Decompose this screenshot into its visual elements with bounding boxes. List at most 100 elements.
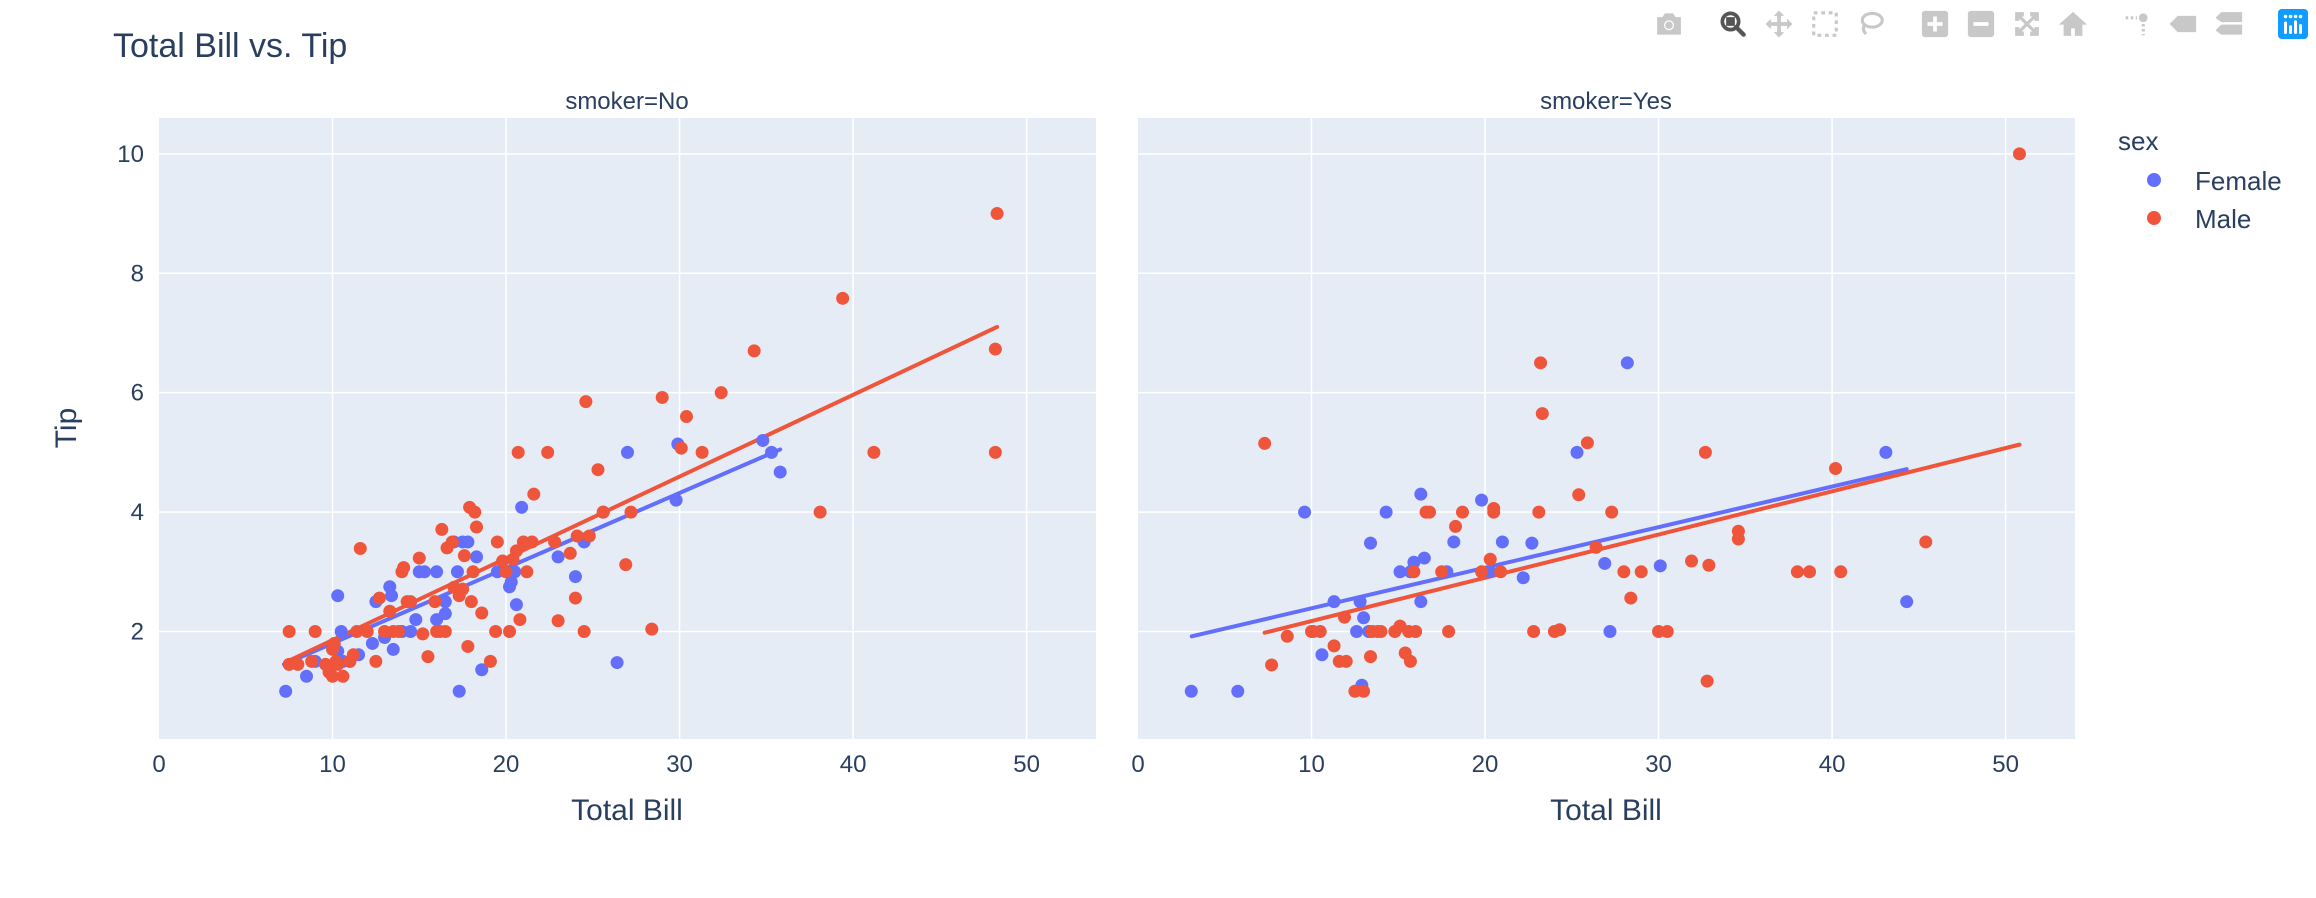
trendline-male-smoker-yes[interactable] bbox=[1262, 442, 2022, 635]
point-female-smoker-no[interactable] bbox=[409, 613, 423, 627]
point-female-smoker-yes[interactable] bbox=[1417, 551, 1431, 565]
point-male-smoker-no[interactable] bbox=[568, 591, 582, 605]
point-male-smoker-yes[interactable] bbox=[1702, 558, 1716, 572]
point-female-smoker-yes[interactable] bbox=[1231, 684, 1245, 698]
point-male-smoker-no[interactable] bbox=[548, 535, 562, 549]
point-male-smoker-no[interactable] bbox=[813, 505, 827, 519]
point-male-smoker-yes[interactable] bbox=[1327, 639, 1341, 653]
point-male-smoker-no[interactable] bbox=[624, 505, 638, 519]
hover-compare-icon[interactable] bbox=[2206, 6, 2252, 42]
point-male-smoker-yes[interactable] bbox=[1624, 591, 1638, 605]
point-female-smoker-yes[interactable] bbox=[1353, 595, 1367, 609]
point-male-smoker-yes[interactable] bbox=[1532, 505, 1546, 519]
point-male-smoker-no[interactable] bbox=[527, 487, 541, 501]
point-male-smoker-yes[interactable] bbox=[1660, 625, 1674, 639]
point-female-smoker-no[interactable] bbox=[386, 642, 400, 656]
point-male-smoker-no[interactable] bbox=[421, 650, 435, 664]
point-male-smoker-no[interactable] bbox=[346, 648, 360, 662]
point-female-smoker-yes[interactable] bbox=[1414, 487, 1428, 501]
point-male-smoker-yes[interactable] bbox=[1337, 610, 1351, 624]
camera-icon[interactable] bbox=[1646, 6, 1692, 42]
point-female-smoker-no[interactable] bbox=[279, 684, 293, 698]
zoom-out-icon[interactable] bbox=[1958, 6, 2004, 42]
point-male-smoker-no[interactable] bbox=[503, 625, 517, 639]
point-female-smoker-no[interactable] bbox=[417, 565, 431, 579]
point-male-smoker-no[interactable] bbox=[282, 625, 296, 639]
legend-item-female[interactable]: Female bbox=[2147, 166, 2282, 196]
point-male-smoker-yes[interactable] bbox=[1834, 565, 1848, 579]
point-male-smoker-no[interactable] bbox=[695, 445, 709, 459]
point-male-smoker-yes[interactable] bbox=[1435, 565, 1449, 579]
point-male-smoker-yes[interactable] bbox=[1534, 356, 1548, 370]
autoscale-icon[interactable] bbox=[2004, 6, 2050, 42]
point-female-smoker-no[interactable] bbox=[331, 589, 345, 603]
point-female-smoker-yes[interactable] bbox=[1184, 684, 1198, 698]
point-male-smoker-no[interactable] bbox=[591, 463, 605, 477]
point-female-smoker-no[interactable] bbox=[765, 445, 779, 459]
point-male-smoker-no[interactable] bbox=[350, 625, 364, 639]
point-male-smoker-yes[interactable] bbox=[1258, 436, 1272, 450]
point-female-smoker-yes[interactable] bbox=[1315, 648, 1329, 662]
point-female-smoker-yes[interactable] bbox=[1407, 555, 1421, 569]
point-female-smoker-no[interactable] bbox=[438, 607, 452, 621]
point-male-smoker-no[interactable] bbox=[490, 535, 504, 549]
point-male-smoker-yes[interactable] bbox=[1634, 565, 1648, 579]
point-male-smoker-yes[interactable] bbox=[1449, 519, 1463, 533]
point-male-smoker-no[interactable] bbox=[428, 595, 442, 609]
point-female-smoker-no[interactable] bbox=[461, 535, 475, 549]
point-male-smoker-no[interactable] bbox=[435, 522, 449, 536]
point-male-smoker-yes[interactable] bbox=[1407, 565, 1421, 579]
point-male-smoker-no[interactable] bbox=[988, 342, 1002, 356]
point-female-smoker-no[interactable] bbox=[452, 684, 466, 698]
zoom-icon[interactable] bbox=[1710, 6, 1756, 42]
point-male-smoker-no[interactable] bbox=[570, 529, 584, 543]
point-male-smoker-no[interactable] bbox=[331, 657, 345, 671]
point-male-smoker-no[interactable] bbox=[456, 582, 470, 596]
point-male-smoker-no[interactable] bbox=[714, 386, 728, 400]
point-male-smoker-yes[interactable] bbox=[1803, 565, 1817, 579]
point-male-smoker-yes[interactable] bbox=[1580, 436, 1594, 450]
point-male-smoker-no[interactable] bbox=[619, 558, 633, 572]
point-female-smoker-yes[interactable] bbox=[1364, 536, 1378, 550]
pan-icon[interactable] bbox=[1756, 6, 1802, 42]
trendline-female-smoker-yes[interactable] bbox=[1189, 467, 1909, 639]
plotly-logo-icon[interactable] bbox=[2270, 6, 2316, 42]
point-female-smoker-no[interactable] bbox=[438, 595, 452, 609]
point-male-smoker-no[interactable] bbox=[353, 542, 367, 556]
point-male-smoker-yes[interactable] bbox=[1423, 505, 1437, 519]
point-female-smoker-no[interactable] bbox=[551, 550, 565, 564]
home-icon[interactable] bbox=[2050, 6, 2096, 42]
point-male-smoker-no[interactable] bbox=[582, 529, 596, 543]
point-female-smoker-yes[interactable] bbox=[1570, 445, 1584, 459]
point-female-smoker-yes[interactable] bbox=[1414, 595, 1428, 609]
point-male-smoker-no[interactable] bbox=[461, 639, 475, 653]
point-male-smoker-no[interactable] bbox=[525, 535, 539, 549]
point-male-smoker-no[interactable] bbox=[308, 625, 322, 639]
point-male-smoker-yes[interactable] bbox=[1527, 625, 1541, 639]
point-male-smoker-yes[interactable] bbox=[1487, 505, 1501, 519]
point-male-smoker-yes[interactable] bbox=[1494, 565, 1508, 579]
point-female-smoker-no[interactable] bbox=[450, 565, 464, 579]
point-male-smoker-no[interactable] bbox=[327, 636, 341, 650]
point-female-smoker-yes[interactable] bbox=[1620, 356, 1634, 370]
point-female-smoker-no[interactable] bbox=[430, 565, 444, 579]
point-male-smoker-no[interactable] bbox=[372, 591, 386, 605]
point-male-smoker-no[interactable] bbox=[579, 395, 593, 409]
point-male-smoker-no[interactable] bbox=[655, 390, 669, 404]
point-male-smoker-no[interactable] bbox=[679, 410, 693, 424]
point-female-smoker-yes[interactable] bbox=[1379, 505, 1393, 519]
point-female-smoker-no[interactable] bbox=[470, 550, 484, 564]
point-female-smoker-yes[interactable] bbox=[1475, 493, 1489, 507]
point-male-smoker-yes[interactable] bbox=[1339, 654, 1353, 668]
box-select-icon[interactable] bbox=[1802, 6, 1848, 42]
point-male-smoker-no[interactable] bbox=[404, 595, 418, 609]
panel-smoker-no[interactable]: 0 10 20 30 40 50 2 4 6 8 10 smoker=No Total Bill bbox=[117, 88, 1096, 827]
lasso-select-icon[interactable] bbox=[1848, 6, 1894, 42]
point-male-smoker-no[interactable] bbox=[470, 520, 484, 534]
point-female-smoker-no[interactable] bbox=[299, 669, 313, 683]
point-female-smoker-no[interactable] bbox=[756, 433, 770, 447]
point-male-smoker-no[interactable] bbox=[645, 622, 659, 636]
point-female-smoker-yes[interactable] bbox=[1516, 571, 1530, 585]
point-male-smoker-yes[interactable] bbox=[1572, 488, 1586, 502]
point-male-smoker-no[interactable] bbox=[541, 445, 555, 459]
